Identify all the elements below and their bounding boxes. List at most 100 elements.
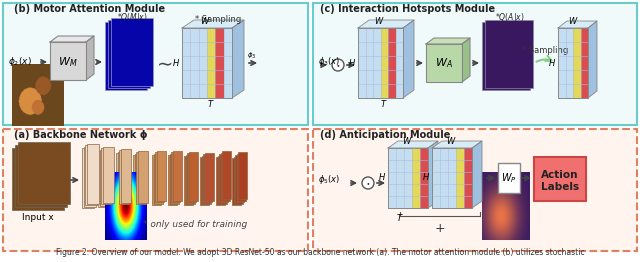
Bar [50, 42, 86, 80]
Bar [171, 152, 180, 202]
Bar [154, 154, 163, 204]
Bar [482, 22, 530, 90]
Text: Figure 2. Overview of our model. We adopt 3D ResNet-50 as our backbone network (: Figure 2. Overview of our model. We adop… [56, 248, 584, 257]
Bar [186, 155, 195, 204]
Text: $\phi_2(x)$: $\phi_2(x)$ [8, 56, 32, 68]
Bar [420, 148, 428, 208]
Polygon shape [426, 38, 470, 44]
Bar [168, 155, 177, 205]
Bar [157, 150, 166, 200]
Bar [134, 154, 145, 205]
Text: (c) Interaction Hotspots Module: (c) Interaction Hotspots Module [320, 4, 495, 14]
Bar [155, 152, 164, 202]
Polygon shape [86, 36, 94, 80]
Circle shape [332, 59, 344, 71]
Text: $\phi_3$: $\phi_3$ [247, 51, 257, 61]
Bar [105, 22, 147, 90]
Bar [138, 150, 147, 203]
Polygon shape [403, 20, 414, 98]
Bar [412, 148, 420, 208]
Bar [207, 28, 215, 98]
Text: +: + [435, 222, 445, 235]
Text: H: H [423, 173, 429, 183]
Bar [358, 28, 403, 98]
Bar [381, 28, 388, 98]
Text: H: H [548, 58, 555, 68]
Bar [313, 3, 637, 125]
Bar [111, 18, 153, 86]
Bar [222, 151, 231, 199]
Polygon shape [428, 141, 438, 208]
Bar [558, 28, 588, 98]
Bar [102, 146, 113, 203]
Bar [182, 28, 232, 98]
Bar [237, 154, 246, 200]
Text: $\phi_5(x)$: $\phi_5(x)$ [318, 173, 340, 187]
Bar [152, 155, 161, 205]
Polygon shape [358, 20, 414, 28]
Bar [218, 156, 227, 204]
Polygon shape [432, 141, 482, 148]
Bar [85, 145, 97, 205]
Text: Input x: Input x [22, 213, 54, 222]
Text: $*Q(M|x)$: $*Q(M|x)$ [117, 11, 148, 24]
Text: H: H [379, 173, 385, 183]
Bar [234, 156, 243, 204]
Bar [200, 157, 209, 205]
Polygon shape [182, 20, 244, 28]
Bar [83, 146, 95, 206]
Bar [82, 148, 94, 208]
Bar [98, 151, 109, 207]
Text: * Sampling: * Sampling [522, 46, 568, 55]
Text: (b) Motor Attention Module: (b) Motor Attention Module [14, 4, 165, 14]
Bar [119, 150, 129, 204]
Text: * only used for training: * only used for training [143, 220, 247, 229]
Text: $\cdot$: $\cdot$ [365, 176, 371, 190]
Bar [136, 152, 146, 204]
Bar [238, 152, 247, 199]
Text: Action: Action [541, 170, 579, 180]
Bar [205, 152, 214, 200]
Text: T: T [380, 100, 385, 109]
Bar [432, 148, 472, 208]
Polygon shape [232, 20, 244, 98]
Polygon shape [588, 21, 597, 98]
Bar [313, 129, 637, 251]
Text: $\cdot$: $\cdot$ [335, 57, 340, 73]
Bar [573, 28, 580, 98]
Text: $*Q(A|x)$: $*Q(A|x)$ [495, 11, 524, 24]
Bar [3, 129, 308, 251]
Text: T: T [396, 214, 401, 223]
Text: W: W [446, 137, 454, 146]
Text: $\phi_3(x)$: $\phi_3(x)$ [318, 56, 340, 68]
Text: H: H [173, 58, 179, 68]
Bar [12, 148, 64, 210]
Text: H: H [349, 58, 355, 68]
Bar [15, 145, 67, 207]
Bar [456, 148, 464, 208]
Bar [498, 163, 520, 193]
Circle shape [362, 177, 374, 189]
Bar [388, 28, 396, 98]
Bar [221, 152, 230, 200]
Bar [388, 148, 428, 208]
Text: (d) Anticipation Module: (d) Anticipation Module [320, 130, 451, 140]
Polygon shape [472, 141, 482, 208]
Text: T: T [207, 100, 212, 109]
Bar [101, 148, 112, 204]
Polygon shape [558, 21, 597, 28]
Bar [203, 154, 212, 202]
Text: $W_P$: $W_P$ [501, 171, 517, 185]
Bar [187, 153, 196, 202]
Bar [118, 151, 127, 205]
Bar [170, 154, 179, 204]
Text: $\sim$: $\sim$ [153, 53, 173, 73]
Bar [485, 20, 533, 88]
Bar [173, 150, 182, 200]
Polygon shape [50, 36, 94, 42]
Bar [219, 154, 228, 202]
Text: W: W [402, 137, 410, 146]
Bar [580, 28, 588, 98]
Text: $W_A$: $W_A$ [435, 56, 453, 70]
Bar [388, 148, 428, 208]
